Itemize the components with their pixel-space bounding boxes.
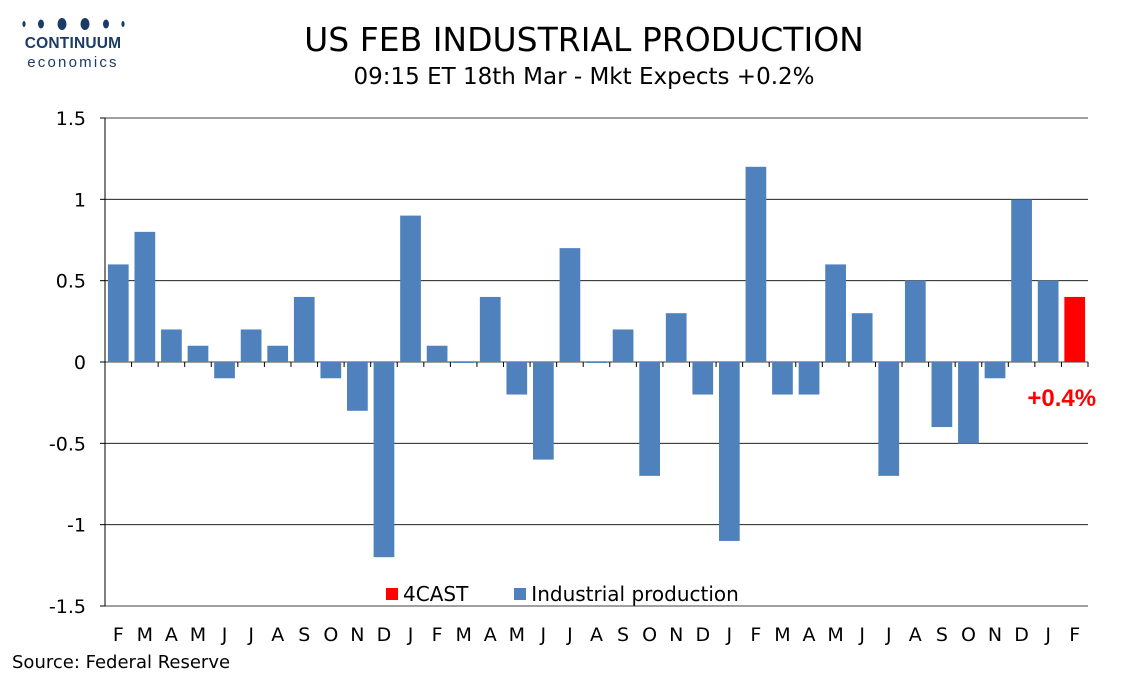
bar-industrial-production — [984, 362, 1006, 379]
x-tick-label: D — [377, 624, 392, 646]
forecast-annotation: +0.4% — [1027, 385, 1096, 412]
x-tick-label: F — [432, 624, 443, 646]
x-tick-label: N — [350, 624, 364, 646]
bar-industrial-production — [639, 362, 660, 476]
x-tick-label: F — [750, 624, 761, 646]
chart-subtitle: 09:15 ET 18th Mar - Mkt Expects +0.2% — [353, 64, 815, 90]
y-tick-label: -1.5 — [49, 596, 86, 618]
bar-industrial-production — [187, 345, 209, 362]
bar-industrial-production — [267, 345, 289, 362]
x-tick-label: J — [221, 624, 228, 646]
legend-item-4cast: 4CAST — [386, 582, 468, 606]
bar-industrial-production — [612, 329, 634, 362]
bar-industrial-production — [1037, 280, 1059, 362]
bar-industrial-production — [533, 362, 554, 460]
bar-industrial-production — [586, 362, 607, 363]
x-tick-label: M — [827, 624, 843, 646]
bar-industrial-production — [453, 362, 475, 363]
x-tick-label: J — [885, 624, 892, 646]
y-tick-label: 1 — [74, 189, 86, 211]
x-tick-label: N — [669, 624, 683, 646]
bar-industrial-production — [320, 362, 342, 379]
bar-industrial-production — [134, 231, 156, 362]
bar-industrial-production — [745, 166, 767, 362]
bar-industrial-production — [400, 215, 421, 362]
bar-industrial-production — [426, 345, 448, 362]
bar-industrial-production — [107, 264, 129, 362]
bar-industrial-production — [506, 362, 528, 395]
bar-industrial-production — [878, 362, 900, 476]
legend-item-industrial-production: Industrial production — [514, 582, 739, 606]
x-tick-label: J — [540, 624, 547, 646]
logo-dots-icon — [22, 18, 125, 30]
bar-industrial-production — [931, 362, 953, 428]
x-tick-label: J — [566, 624, 573, 646]
bar-industrial-production — [479, 296, 501, 362]
bar-industrial-production — [772, 362, 793, 395]
bar-industrial-production — [240, 329, 262, 362]
bar-industrial-production — [373, 362, 395, 558]
x-tick-label: M — [190, 624, 206, 646]
x-tick-label: A — [803, 624, 816, 646]
x-tick-label: J — [858, 624, 865, 646]
legend-label-industrial-production: Industrial production — [531, 582, 739, 606]
y-tick-label: 1.5 — [56, 108, 86, 130]
x-tick-label: A — [909, 624, 922, 646]
bar-industrial-production — [1011, 199, 1032, 362]
x-tick-label: M — [774, 624, 790, 646]
legend-swatch-4cast — [386, 588, 398, 600]
legend-label-4cast: 4CAST — [403, 582, 469, 606]
chart-title: US FEB INDUSTRIAL PRODUCTION — [304, 20, 864, 59]
bar-industrial-production — [798, 362, 820, 395]
logo-wordmark: CONTINUUM — [24, 35, 122, 52]
x-tick-label: J — [1044, 624, 1051, 646]
bar-industrial-production — [161, 329, 182, 362]
x-tick-label: D — [1014, 624, 1029, 646]
y-tick-label: 0.5 — [56, 271, 86, 293]
x-tick-label: F — [113, 624, 124, 646]
bar-industrial-production — [293, 296, 315, 362]
x-tick-label: S — [617, 624, 629, 646]
bar-industrial-production — [692, 362, 714, 395]
x-tick-label: S — [936, 624, 948, 646]
x-tick-label: A — [484, 624, 497, 646]
x-tick-label: D — [695, 624, 710, 646]
x-tick-label: F — [1069, 624, 1080, 646]
x-tick-label: O — [961, 624, 976, 646]
x-tick-label: M — [455, 624, 471, 646]
y-tick-label: 0 — [74, 352, 86, 374]
bar-industrial-production — [347, 362, 368, 411]
bar-industrial-production — [214, 362, 235, 379]
logo-subtitle: economics — [27, 54, 119, 71]
source-note: Source: Federal Reserve — [12, 652, 231, 673]
bar-industrial-production — [718, 362, 740, 541]
bar-4cast — [1064, 296, 1086, 362]
x-tick-label: A — [271, 624, 284, 646]
bar-industrial-production — [904, 280, 926, 362]
chart-legend: 4CAST Industrial production — [386, 582, 785, 606]
bar-industrial-production — [851, 313, 873, 362]
legend-swatch-industrial-production — [514, 588, 527, 600]
x-tick-label: A — [590, 624, 603, 646]
bar-industrial-production — [958, 362, 979, 444]
x-tick-label: J — [726, 624, 733, 646]
x-tick-label: M — [509, 624, 525, 646]
x-tick-label: J — [247, 624, 254, 646]
bar-industrial-production — [825, 264, 846, 362]
bar-industrial-production — [559, 248, 581, 362]
x-tick-label: S — [298, 624, 310, 646]
bar-industrial-production — [665, 313, 687, 362]
continuum-economics-logo: CONTINUUM economics — [14, 14, 132, 74]
x-tick-label: N — [988, 624, 1002, 646]
y-tick-label: -0.5 — [49, 433, 86, 455]
x-tick-label: J — [407, 624, 414, 646]
x-tick-label: O — [642, 624, 657, 646]
x-tick-label: O — [323, 624, 338, 646]
y-tick-label: -1 — [67, 515, 86, 537]
x-tick-label: A — [165, 624, 178, 646]
x-tick-label: M — [137, 624, 153, 646]
